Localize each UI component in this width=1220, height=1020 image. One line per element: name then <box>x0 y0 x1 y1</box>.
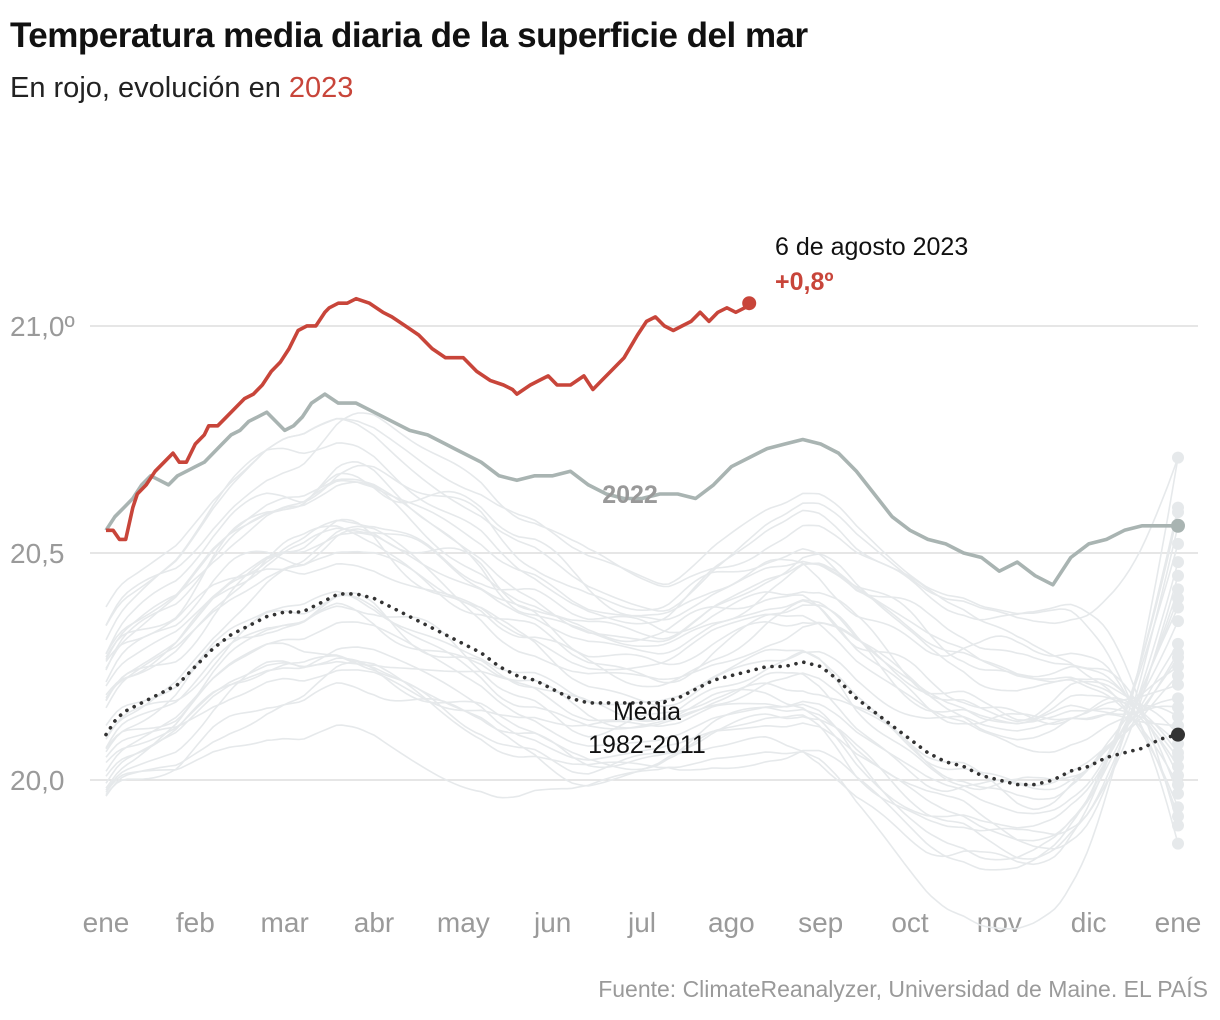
historical-endpoint-dot <box>1172 837 1184 850</box>
historical-endpoint-dot <box>1172 819 1184 832</box>
historical-year-line <box>105 525 1179 850</box>
historical-year-line <box>105 472 1179 817</box>
x-tick-label: ene <box>1155 907 1202 938</box>
sea-temperature-chart: 21,0º 20,5 20,0 ene feb mar abr may jun jul ago sep… <box>10 233 1201 938</box>
historical-year-line <box>105 478 1179 767</box>
historical-year-line <box>105 519 1179 736</box>
historical-year-line <box>105 412 1179 826</box>
series-line-gray <box>104 392 1178 587</box>
historical-year-line <box>105 561 1179 836</box>
x-tick-label: ene <box>83 907 130 938</box>
historical-endpoint-dot <box>1172 569 1184 582</box>
historical-endpoint-dot <box>1172 615 1184 628</box>
labels-layer: 6 de agosto 2023 +0,8º 2022 Media 1982-2011 <box>588 233 968 759</box>
y-tick-label: 21,0º <box>10 311 75 342</box>
historical-endpoint-dot <box>1172 769 1184 782</box>
series-endpoint-red <box>742 296 757 311</box>
historical-year-line <box>105 511 1179 871</box>
historical-endpoint-dot <box>1172 556 1184 569</box>
y-tick-label: 20,5 <box>10 538 65 569</box>
x-tick-label: jul <box>627 907 656 938</box>
annotation-date-label: 6 de agosto 2023 <box>775 233 968 261</box>
x-tick-label: oct <box>891 907 929 938</box>
historical-year-line <box>105 607 1179 829</box>
historical-endpoint-dot <box>1172 751 1184 764</box>
historical-year-line <box>105 518 1179 727</box>
historical-year-line <box>105 525 1179 741</box>
x-tick-label: ago <box>708 907 755 938</box>
historical-endpoint-dot <box>1172 787 1184 800</box>
historical-year-line <box>105 575 1179 860</box>
historical-year-line <box>105 562 1179 754</box>
x-tick-label: mar <box>261 907 309 938</box>
historical-year-line <box>105 481 1179 785</box>
historical-endpoint-dot <box>1172 637 1184 650</box>
historical-year-line <box>105 589 1179 842</box>
historical-year-line <box>105 457 1179 930</box>
historical-endpoint-dot <box>1172 701 1184 714</box>
historical-endpoint-dot <box>1172 801 1184 814</box>
historical-year-line <box>105 531 1179 745</box>
historical-endpoint-dot <box>1172 592 1184 605</box>
historical-year-line <box>105 525 1179 725</box>
series-line-red <box>106 296 751 542</box>
historical-endpoint-dot <box>1172 810 1184 823</box>
historical-year-line <box>105 598 1179 815</box>
y-tick-label: 20,0 <box>10 765 65 796</box>
source-note: Fuente: ClimateReanalyzer, Universidad d… <box>598 976 1208 1002</box>
x-tick-label: sep <box>798 907 843 938</box>
annotation-anomaly-value: +0,8º <box>775 268 833 296</box>
historical-endpoint-dot <box>1172 760 1184 773</box>
historical-endpoint-dot <box>1172 669 1184 682</box>
series-endpoint-mean <box>1171 727 1185 742</box>
x-tick-label: jun <box>533 907 571 938</box>
series-label-mean-period: 1982-2011 <box>588 731 706 759</box>
subtitle-prefix: En rojo, evolución en <box>10 72 289 104</box>
historical-endpoint-dot <box>1172 660 1184 673</box>
historical-year-line <box>105 464 1179 794</box>
series-layer <box>104 296 1185 787</box>
x-tick-label: may <box>437 907 490 938</box>
historical-endpoint-dot <box>1172 651 1184 664</box>
grid-layer: 21,0º 20,5 20,0 ene feb mar abr may jun jul ago sep… <box>10 311 1201 938</box>
historical-endpoint-dot <box>1172 710 1184 723</box>
series-line-mean <box>104 592 1180 787</box>
historical-endpoint-dot <box>1172 537 1184 550</box>
historical-endpoint-dot <box>1172 601 1184 614</box>
series-label-mean: Media <box>613 698 681 726</box>
series-endpoint-gray <box>1171 518 1185 533</box>
historical-endpoint-dot <box>1172 692 1184 705</box>
historical-years-layer <box>105 412 1184 930</box>
historical-endpoint-dot <box>1172 506 1184 519</box>
historical-year-line <box>105 417 1179 627</box>
historical-year-line <box>105 605 1179 811</box>
historical-year-line <box>105 602 1179 793</box>
x-tick-label: dic <box>1071 907 1107 938</box>
historical-endpoint-dot <box>1172 451 1184 464</box>
historical-endpoint-dot <box>1172 583 1184 596</box>
historical-year-line <box>105 591 1179 791</box>
x-tick-label: abr <box>354 907 394 938</box>
chart-title: Temperatura media diaria de la superfici… <box>10 16 808 55</box>
historical-endpoint-dot <box>1172 778 1184 791</box>
subtitle-highlight-year: 2023 <box>288 72 354 104</box>
x-tick-label: feb <box>176 907 215 938</box>
historical-year-line <box>105 442 1179 808</box>
series-label-2022: 2022 <box>602 481 658 509</box>
chart-subtitle: En rojo, evolución en 2023 <box>10 72 353 105</box>
historical-year-line <box>105 543 1179 861</box>
historical-endpoint-dot <box>1172 678 1184 691</box>
x-tick-label: nov <box>977 907 1022 938</box>
